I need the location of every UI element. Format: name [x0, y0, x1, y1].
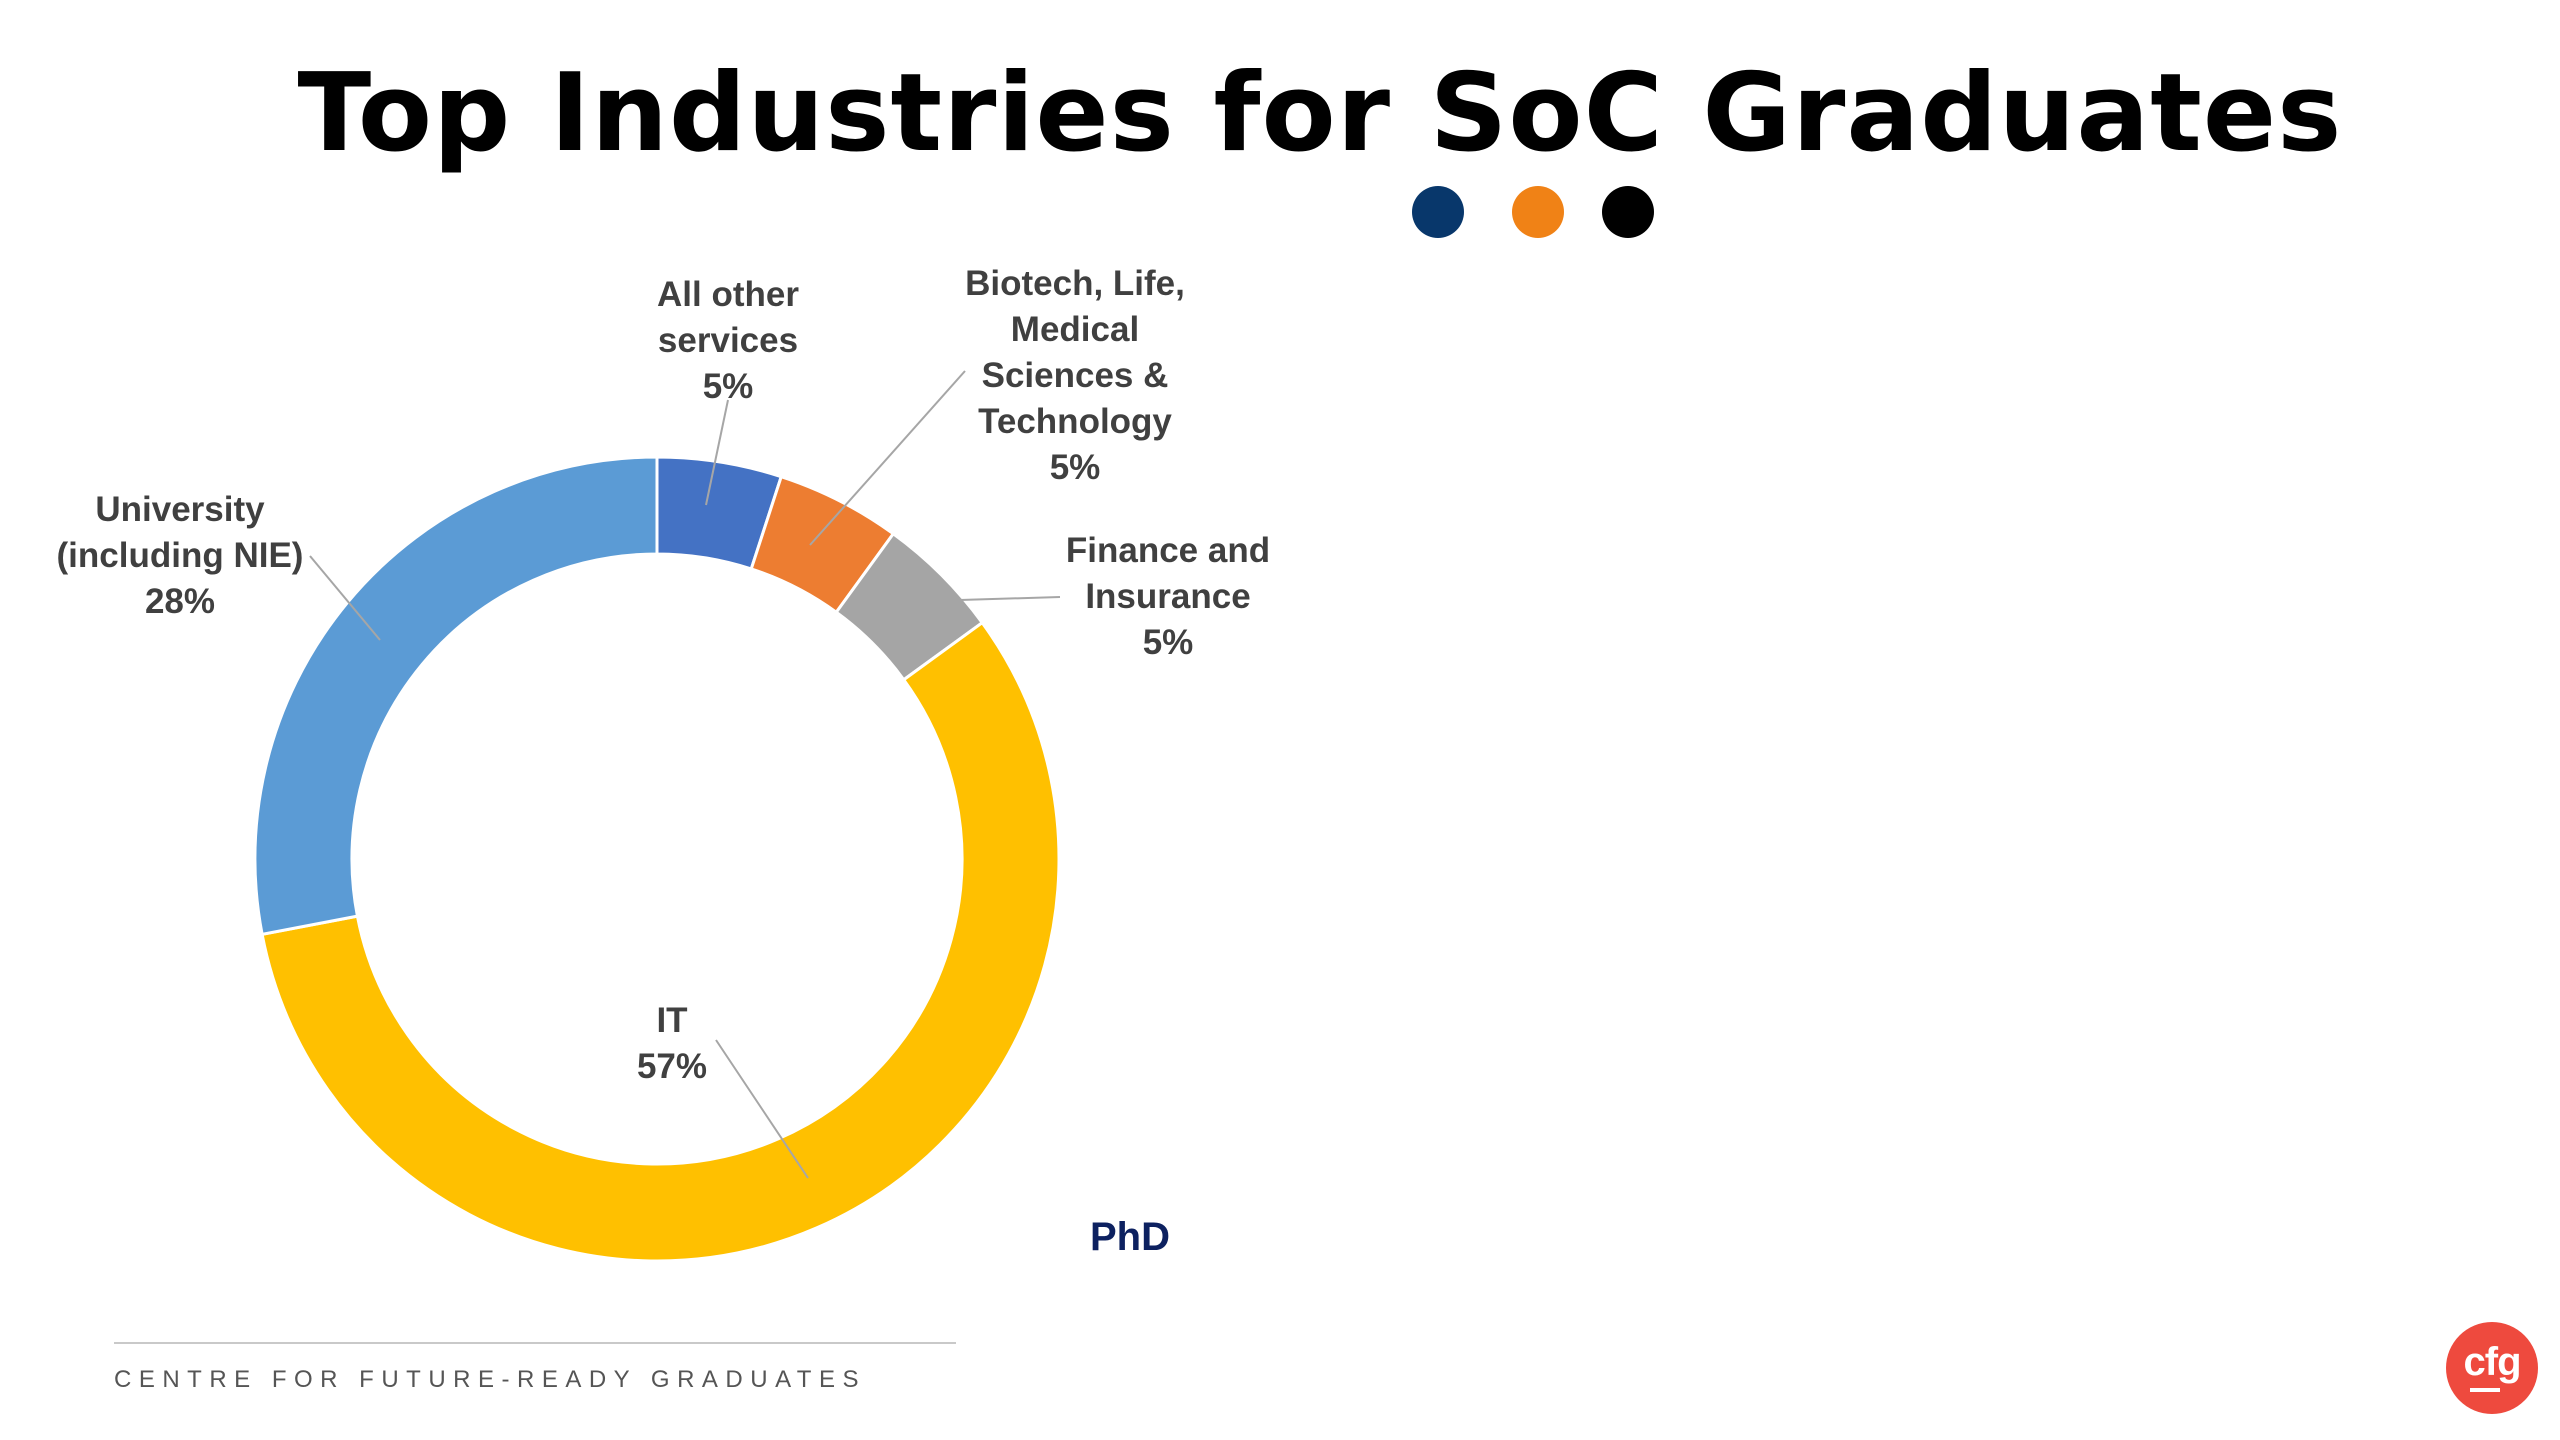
data-label-line: Sciences &	[982, 356, 1169, 395]
leader-line-4	[309, 555, 381, 641]
data-label-line: 5%	[1050, 448, 1101, 487]
navy-dot	[1412, 186, 1464, 238]
data-label-3: IT 57%	[637, 1001, 707, 1086]
data-label-line: Technology	[978, 402, 1172, 441]
page-title: Top Industries for SoC Graduates	[297, 51, 2343, 176]
data-label-line: University	[95, 490, 265, 529]
donut-slice-3	[260, 620, 1061, 1263]
data-label-line: 5%	[703, 367, 754, 406]
footer-divider	[114, 1342, 956, 1344]
data-label-line: Insurance	[1085, 577, 1250, 616]
logo-underline	[2470, 1388, 2500, 1392]
black-dot	[1602, 186, 1654, 238]
data-label-line: 28%	[145, 582, 215, 621]
data-label-line: Biotech, Life,	[965, 264, 1185, 303]
data-label-2: Finance and Insurance 5%	[1066, 531, 1270, 662]
footer-text: CENTRE FOR FUTURE-READY GRADUATES	[114, 1366, 866, 1393]
data-label-0: All other services 5%	[657, 275, 799, 406]
donut-slice-4	[253, 455, 659, 937]
logo-text: cfg	[2463, 1340, 2522, 1384]
orange-dot	[1512, 186, 1564, 238]
data-label-line: (including NIE)	[57, 536, 304, 575]
data-label-line: Finance and	[1066, 531, 1270, 570]
leader-line-0	[705, 399, 729, 506]
leader-line-2	[959, 596, 1061, 601]
cfg-logo: cfg	[2446, 1322, 2538, 1414]
data-label-4: University (including NIE) 28%	[57, 490, 304, 621]
category-tag: PhD	[1090, 1215, 1170, 1259]
data-label-1: Biotech, Life, Medical Sciences & Technolog…	[965, 264, 1185, 487]
data-label-line: services	[658, 321, 798, 360]
data-label-line: IT	[656, 1001, 687, 1040]
decorative-dots	[1412, 186, 1672, 238]
data-label-line: 57%	[637, 1047, 707, 1086]
data-label-line: 5%	[1143, 623, 1194, 662]
leader-line-3	[715, 1039, 809, 1179]
data-label-line: Medical	[1011, 310, 1139, 349]
leader-line-1	[809, 370, 966, 546]
data-label-line: All other	[657, 275, 799, 314]
